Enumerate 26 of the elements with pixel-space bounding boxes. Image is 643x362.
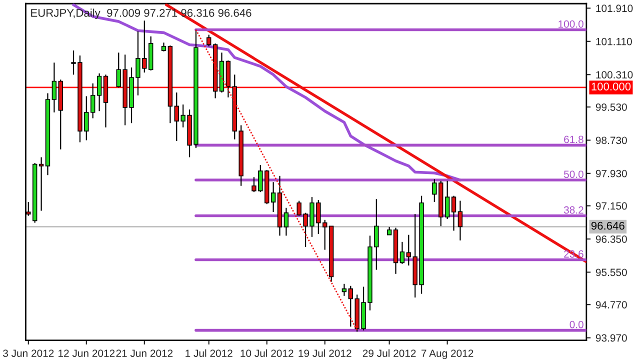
y-tick-label: 97.930 [596,170,627,178]
x-tick-label: 21 Jun 2012 [116,350,173,357]
x-tick-label: 29 Jul 2012 [362,349,416,357]
y-tick-label: 98.730 [596,136,627,144]
y-tick-label: 96.350 [596,235,627,243]
x-tick-label: 19 Jul 2012 [298,349,352,357]
series-label: 50.0 [564,170,584,178]
y-tick-label: 97.150 [596,202,627,210]
x-tick-label: 12 Jun 2012 [58,350,115,357]
y-tick-label: 99.530 [596,103,627,111]
y-tick-label: 100.310 [596,71,633,78]
series-label: 61.8 [564,136,584,144]
y-tick-label: 93.970 [596,334,627,342]
series-label: 100.0 [558,20,584,28]
ref-line-label: 96.646 [591,222,624,230]
y-tick-label: 95.550 [596,268,627,276]
series-label: 0.0 [570,320,584,328]
x-tick-label: 10 Jul 2012 [240,349,294,357]
ref-line-label: 100.000 [592,82,631,90]
y-tick-label: 94.770 [596,301,627,308]
y-tick-label: 101.110 [596,38,632,46]
x-tick-label: 1 Jul 2012 [186,349,232,357]
x-tick-label: 7 Aug 2012 [421,350,474,360]
y-tick-label: 101.910 [596,4,633,12]
x-tick-label: 3 Jun 2012 [3,350,54,357]
series-label: 38.2 [564,206,584,214]
